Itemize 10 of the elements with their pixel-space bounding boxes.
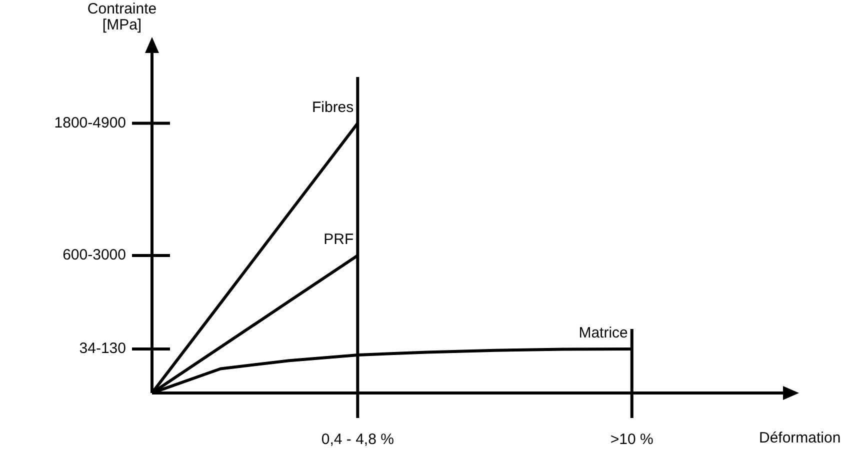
x-tick-label: >10 % bbox=[610, 431, 654, 448]
series-label: PRF bbox=[324, 231, 354, 248]
series-label: Fibres bbox=[312, 98, 354, 116]
text: 1800-4900 bbox=[54, 114, 126, 132]
text: 34-130 bbox=[79, 340, 126, 358]
x-axis-title: Déformation bbox=[759, 430, 841, 447]
series-label: Matrice bbox=[578, 324, 628, 342]
text: Contrainte [MPa] bbox=[87, 0, 157, 34]
text: 600-3000 bbox=[62, 246, 126, 264]
x-tick-label: 0,4 - 4,8 % bbox=[321, 431, 394, 448]
